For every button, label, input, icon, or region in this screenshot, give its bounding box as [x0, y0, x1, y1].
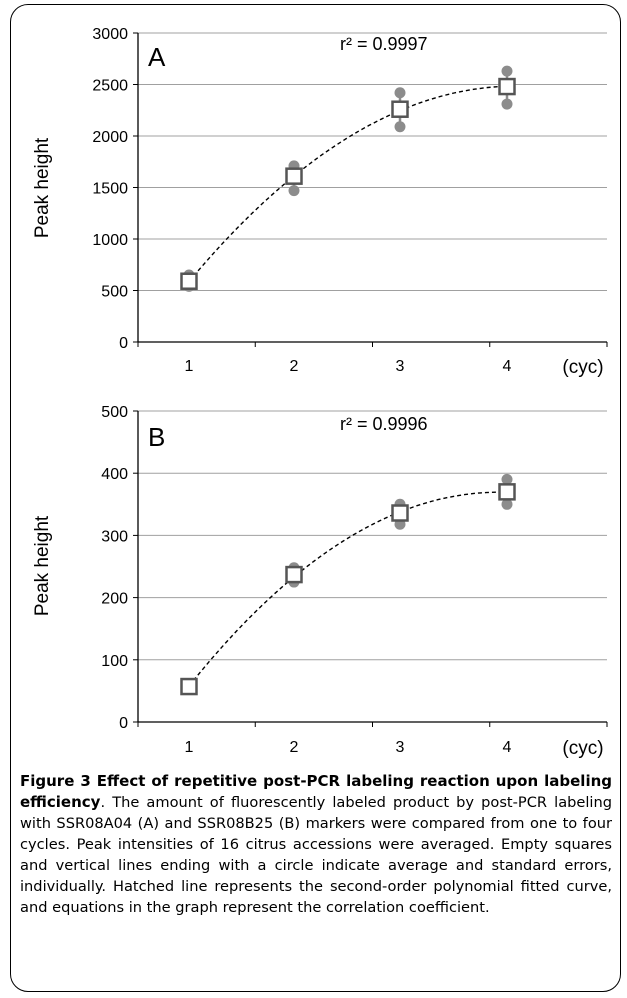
x-tick-label: 2: [290, 739, 299, 756]
panel-label: A: [148, 42, 166, 72]
fitted-curve: [188, 85, 508, 282]
mean-marker: [285, 565, 303, 584]
error-end-circle: [394, 121, 406, 133]
mean-marker: [180, 677, 198, 696]
mean-marker: [285, 167, 303, 185]
error-end-circle: [501, 498, 513, 510]
y-tick-label: 2000: [92, 129, 128, 146]
y-tick-label: 500: [101, 284, 128, 301]
chart-panel-a: 0 500 1000 1500 2000 2500 3000 1 2 3 4 (cyc) Peak he…: [32, 26, 608, 378]
y-tick-label: 2500: [92, 78, 128, 95]
y-tick-label: 1500: [92, 181, 128, 198]
y-tick-label: 3000: [92, 26, 128, 43]
y-tick-label: 200: [101, 591, 128, 608]
y-axis-label: Peak height: [32, 515, 53, 616]
error-end-circle: [501, 98, 513, 110]
y-tick-label: 0: [119, 335, 128, 352]
y-axis-label: Peak height: [32, 137, 53, 238]
x-axis-label: (cyc): [562, 738, 603, 759]
r-squared-annotation: r² = 0.9996: [340, 414, 428, 434]
chart-panel-b: 0 100 200 300 400 500 1 2 3 4 (cyc) Peak height B r² …: [32, 404, 608, 759]
y-tick-label: 1000: [92, 232, 128, 249]
figure-frame: [10, 4, 621, 992]
error-end-circle: [501, 473, 513, 485]
fitted-curve: [188, 491, 508, 687]
mean-marker: [498, 77, 516, 96]
x-tick-label: 4: [503, 358, 512, 375]
r-squared-annotation: r² = 0.9997: [340, 34, 428, 54]
x-tick-label: 2: [290, 358, 299, 375]
figure-caption: Figure 3 Effect of repetitive post-PCR l…: [20, 771, 612, 918]
y-tick-label: 300: [101, 528, 128, 545]
x-tick-label: 3: [396, 739, 405, 756]
caption-body: . The amount of fluorescently labeled pr…: [20, 794, 612, 916]
y-tick-label: 100: [101, 653, 128, 670]
y-tick-label: 400: [101, 466, 128, 483]
mean-marker: [498, 483, 516, 501]
mean-marker: [180, 272, 198, 290]
error-end-circle: [288, 185, 300, 197]
x-axis-label: (cyc): [562, 357, 603, 378]
x-tick-label: 1: [185, 739, 194, 756]
y-tick-label: 0: [119, 715, 128, 732]
panel-label: B: [148, 422, 165, 452]
caption-title: Figure 3 Effect of repetitive post-PCR l…: [20, 772, 612, 811]
error-end-circle: [501, 65, 513, 77]
mean-marker: [391, 504, 409, 522]
x-tick-label: 3: [396, 358, 405, 375]
x-tick-label: 1: [185, 358, 194, 375]
mean-marker: [391, 100, 409, 118]
x-tick-label: 4: [503, 739, 512, 756]
y-tick-label: 500: [101, 404, 128, 421]
error-end-circle: [394, 87, 406, 99]
